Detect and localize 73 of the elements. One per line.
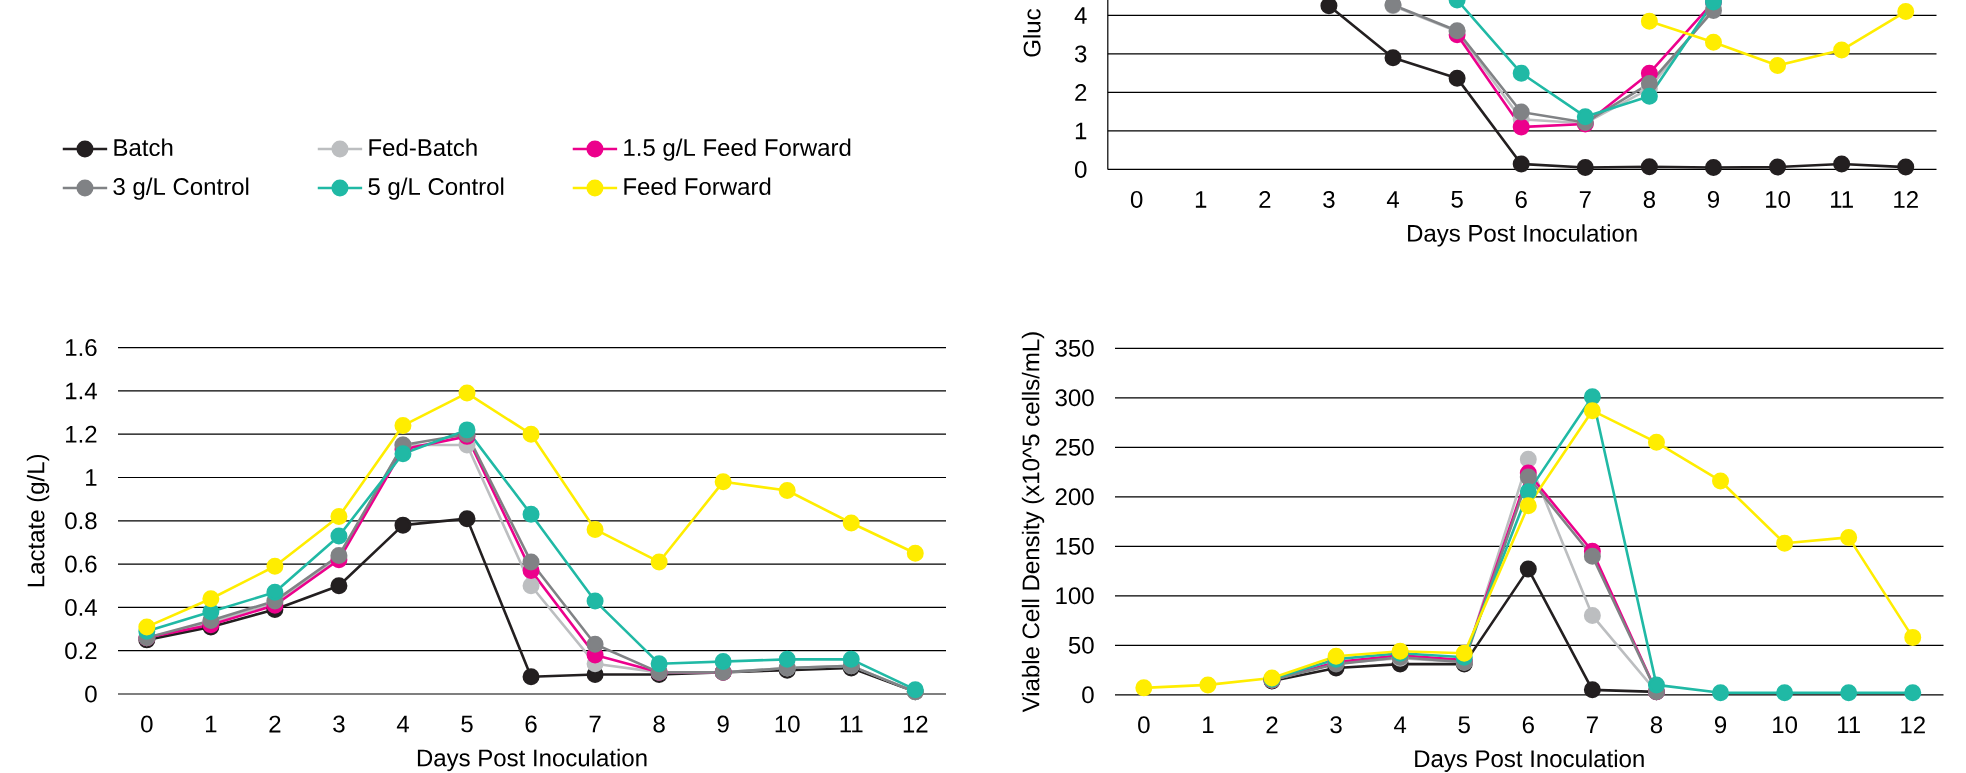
x-tick-label: 4 [396, 715, 409, 733]
y-tick-label: 1.2 [66, 425, 97, 443]
x-tick-label: 12 [903, 715, 928, 733]
x-axis-title: Days Post Inoculation [417, 748, 647, 772]
y-axis-title: Viable Cell Density (x10^5 cells/mL) [1021, 332, 1045, 713]
y-tick-label: 200 [1055, 488, 1094, 506]
x-tick-label: 10 [1773, 716, 1798, 734]
y-tick-label: 2 [1075, 84, 1087, 101]
x-tick-label: 0 [1130, 190, 1143, 208]
y-tick-label: 0 [85, 685, 97, 703]
y-tick-label: 0.8 [65, 512, 97, 530]
x-tick-label: 7 [1579, 191, 1591, 208]
y-tick-label: 3 [1074, 45, 1087, 63]
x-tick-label: 9 [1707, 190, 1719, 208]
y-tick-label: 1.4 [66, 382, 97, 400]
x-tick-label: 1 [206, 715, 217, 733]
x-tick-label: 9 [1714, 716, 1727, 734]
y-tick-label: 350 [1055, 339, 1094, 357]
x-tick-label: 11 [840, 715, 863, 733]
x-tick-label: 0 [141, 715, 153, 733]
x-tick-label: 12 [1901, 716, 1925, 734]
x-tick-label: 11 [1831, 191, 1853, 208]
legend-label: Batch [114, 138, 173, 157]
x-tick-label: 6 [1515, 190, 1527, 208]
y-axis-title: Lactate (g/L) [26, 454, 50, 587]
x-tick-label: 5 [1451, 191, 1463, 208]
x-tick-label: 0 [1138, 716, 1150, 734]
x-tick-label: 10 [775, 715, 800, 733]
x-tick-label: 3 [1323, 190, 1335, 208]
y-tick-label: 100 [1056, 587, 1094, 605]
x-tick-label: 7 [589, 715, 601, 733]
x-tick-label: 8 [1643, 190, 1655, 208]
x-tick-label: 3 [333, 715, 345, 733]
y-tick-label: 0 [1082, 686, 1094, 704]
y-tick-label: 150 [1056, 537, 1094, 555]
y-tick-label: 300 [1055, 389, 1094, 407]
y-tick-label: 1 [86, 469, 97, 486]
x-tick-label: 6 [1522, 716, 1534, 734]
x-axis-title: Days Post Inoculation [1415, 749, 1644, 772]
x-tick-label: 11 [1838, 716, 1860, 734]
x-tick-label: 9 [717, 715, 729, 733]
x-tick-label: 1 [1203, 716, 1214, 734]
x-tick-label: 1 [1195, 191, 1207, 208]
legend-label: Feed Forward [624, 177, 771, 196]
legend-label: 1.5 g/L Feed Forward [624, 138, 851, 161]
y-tick-label: 250 [1055, 438, 1094, 456]
x-tick-label: 6 [525, 715, 537, 733]
x-tick-label: 4 [1394, 716, 1407, 734]
y-axis-title: Gluc [1023, 9, 1041, 57]
legend-label: 5 g/L Control [368, 177, 504, 200]
legend-label: 3 g/L Control [113, 177, 249, 200]
x-tick-label: 10 [1766, 190, 1790, 208]
x-tick-label: 4 [1386, 191, 1399, 208]
y-tick-label: 0.6 [65, 555, 97, 573]
x-tick-label: 5 [461, 715, 473, 733]
legend-label: Fed-Batch [369, 138, 477, 157]
x-tick-label: 5 [1458, 716, 1470, 734]
y-tick-label: 0.4 [65, 598, 97, 616]
y-tick-label: 50 [1068, 636, 1094, 654]
y-tick-label: 0.2 [65, 642, 97, 660]
x-axis-title: Days Post Inoculation [1408, 224, 1637, 247]
x-tick-label: 7 [1586, 716, 1598, 734]
x-tick-label: 2 [1259, 191, 1271, 208]
y-tick-label: 1.6 [66, 339, 97, 357]
x-tick-label: 2 [269, 715, 281, 733]
y-tick-label: 4 [1074, 7, 1087, 24]
y-tick-label: 0 [1075, 160, 1087, 178]
x-tick-label: 12 [1894, 191, 1918, 208]
x-tick-label: 3 [1330, 716, 1342, 734]
x-tick-label: 8 [1650, 716, 1663, 734]
x-tick-label: 2 [1266, 716, 1278, 734]
y-tick-label: 1 [1075, 122, 1087, 140]
x-tick-label: 8 [653, 715, 665, 733]
